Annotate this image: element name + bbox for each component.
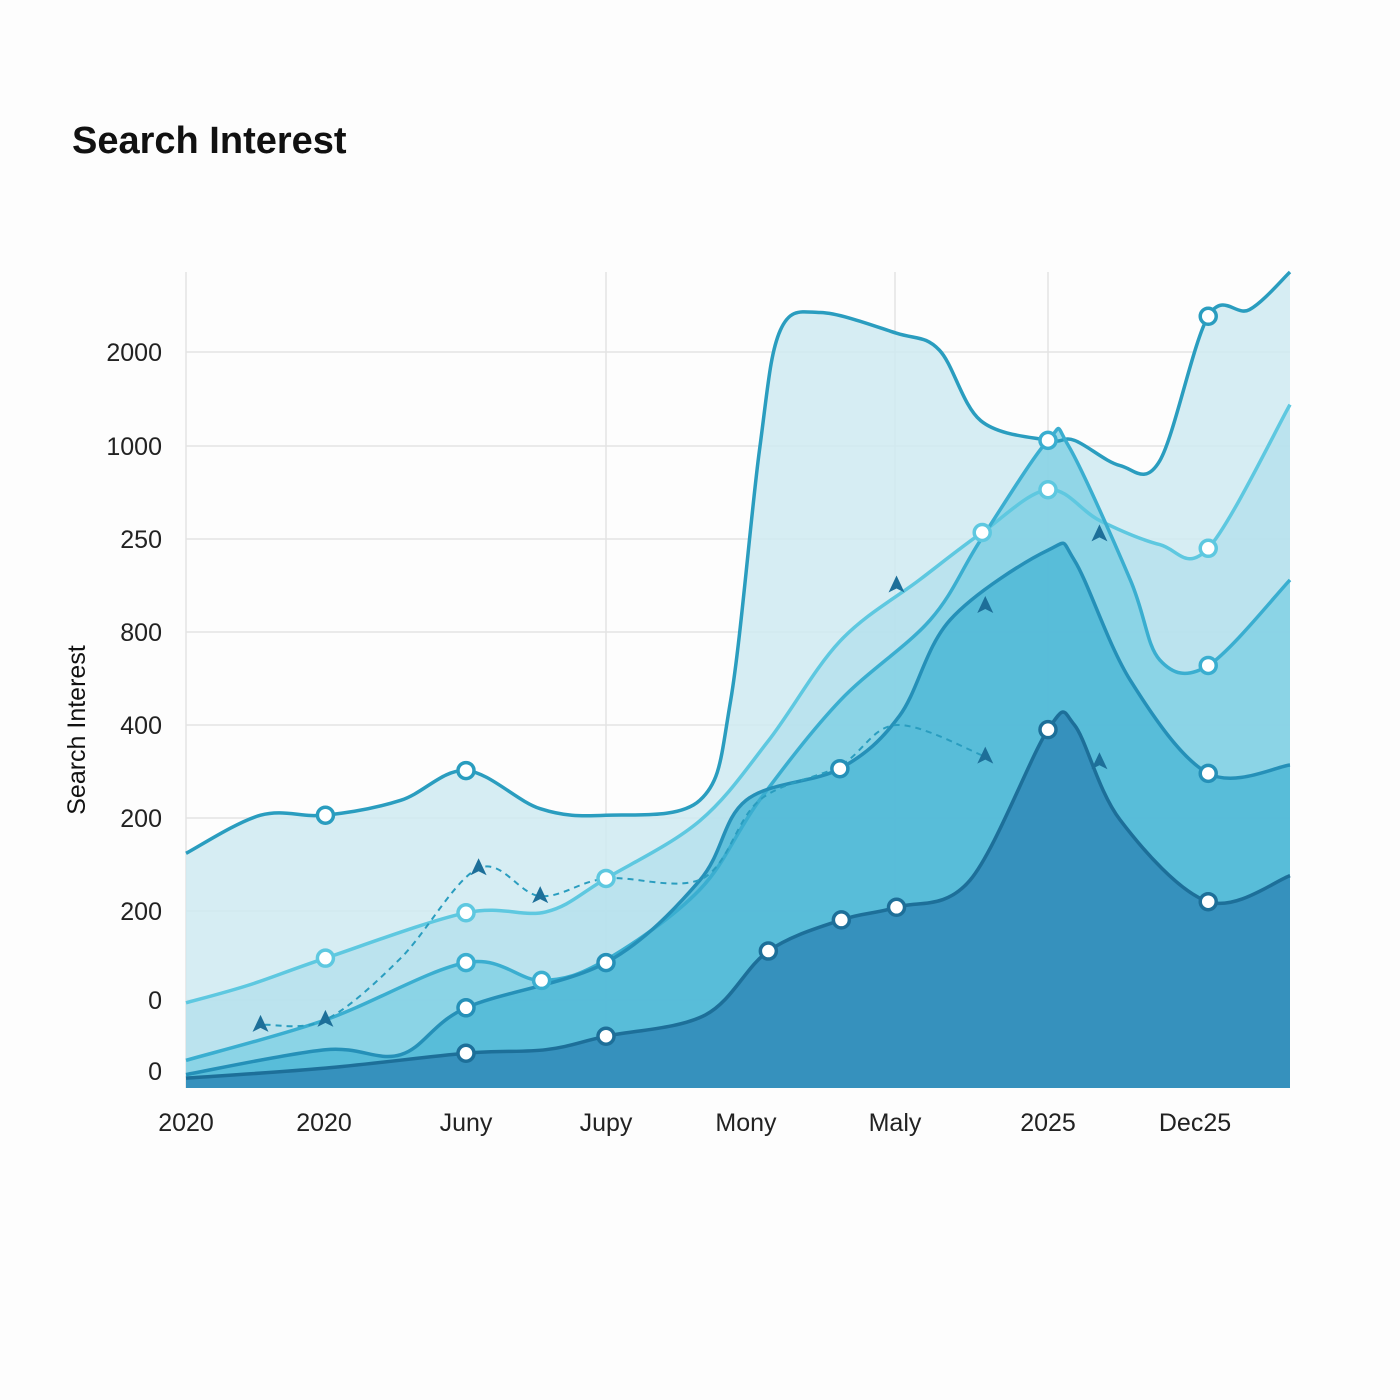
- y-tick-label: 200: [120, 805, 162, 833]
- data-point-marker: [1198, 538, 1218, 559]
- y-tick-label: 0: [148, 987, 162, 1015]
- y-tick-label: 0: [148, 1058, 162, 1086]
- data-point-marker: [456, 1043, 476, 1063]
- data-point-marker: [596, 1026, 616, 1046]
- x-tick-label: 2025: [1020, 1109, 1076, 1137]
- arrow-marker-icon: [888, 575, 905, 593]
- data-point-marker: [456, 760, 476, 781]
- data-point-marker: [1198, 891, 1218, 912]
- y-tick-label: 2000: [106, 339, 162, 367]
- data-point-marker: [315, 805, 336, 825]
- data-point-marker: [886, 897, 907, 918]
- data-point-marker: [596, 952, 616, 973]
- data-point-marker: [1038, 430, 1058, 451]
- series-line-0: [185, 270, 1292, 855]
- x-tick-label: Dec25: [1159, 1109, 1231, 1137]
- data-point-marker: [456, 998, 476, 1018]
- arrow-marker-icon: [977, 595, 994, 613]
- data-point-marker: [596, 868, 616, 889]
- markers: [315, 306, 1218, 1063]
- arrow-marker-icon: [317, 1009, 334, 1027]
- data-point-marker: [315, 948, 336, 968]
- x-tick-label: 2020: [296, 1109, 352, 1137]
- chart-title: Search Interest: [72, 120, 347, 162]
- data-point-marker: [1198, 655, 1218, 676]
- series-line-1: [185, 403, 1292, 1005]
- series-line-2: [185, 426, 1292, 1063]
- arrow-marker-icon: [532, 886, 549, 904]
- data-point-marker: [1198, 763, 1218, 784]
- arrow-marker-icon: [977, 746, 994, 764]
- data-point-marker: [1198, 306, 1218, 327]
- x-axis-ticks: 2020 2020 Juny Jupy Mony Maly 2025 Dec25: [158, 1109, 1231, 1137]
- y-axis-label: Search Interest: [63, 645, 91, 815]
- arrow-marker-icon: [252, 1014, 269, 1032]
- data-point-marker: [531, 970, 552, 991]
- x-tick-label: Mony: [715, 1109, 777, 1137]
- x-tick-label: Juny: [440, 1109, 493, 1137]
- y-tick-label: 1000: [106, 433, 162, 461]
- arrow-marker-icon: [1091, 524, 1108, 542]
- data-point-marker: [1038, 479, 1058, 500]
- arrow-marker-icon: [1091, 752, 1108, 770]
- x-tick-label: 2020: [158, 1109, 214, 1137]
- data-point-marker: [758, 941, 779, 961]
- data-point-marker: [972, 522, 992, 543]
- y-tick-label: 400: [120, 712, 162, 740]
- y-tick-label: 200: [120, 898, 162, 926]
- data-point-marker: [1038, 719, 1058, 740]
- data-point-marker: [456, 952, 476, 973]
- x-tick-label: Maly: [869, 1109, 922, 1137]
- y-tick-label: 800: [120, 619, 162, 647]
- data-point-marker: [831, 910, 852, 930]
- arrow-marker-icon: [470, 858, 487, 876]
- x-tick-label: Jupy: [580, 1109, 633, 1137]
- data-point-marker: [830, 758, 850, 779]
- series-area-4: [186, 711, 1290, 1088]
- areas: [186, 272, 1290, 1088]
- data-point-marker: [456, 903, 476, 923]
- y-axis-ticks: 0 0 200 200 400 800 250 1000 2000: [106, 339, 162, 1086]
- y-tick-label: 250: [120, 526, 162, 554]
